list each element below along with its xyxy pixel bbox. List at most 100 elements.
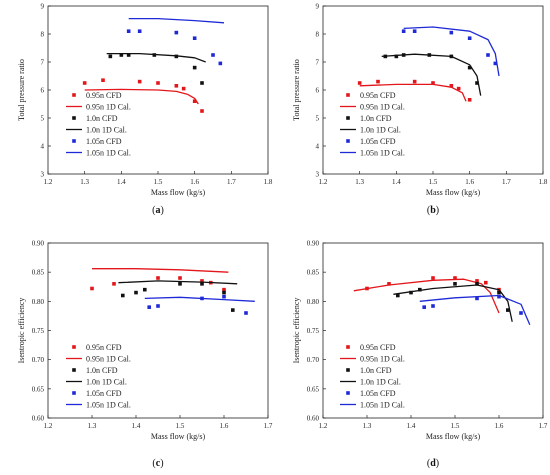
series-line [419, 294, 531, 325]
data-point [431, 81, 435, 85]
y-tick-label: 4 [316, 143, 320, 151]
legend-point-swatch [346, 391, 350, 395]
y-tick-label: 7 [41, 59, 45, 67]
x-tick-label: 1.3 [355, 178, 364, 186]
legend-point-swatch [346, 345, 350, 349]
data-point [412, 79, 417, 84]
legend-point-swatch [346, 116, 350, 120]
data-point [112, 282, 116, 286]
x-axis-label: Mass flow (kg/s) [151, 188, 206, 197]
series-line [128, 17, 225, 24]
legend-entry-label: 0.95n CFD [360, 91, 396, 100]
series-line [359, 83, 467, 102]
x-tick-label: 1.3 [88, 422, 97, 430]
x-tick-label: 1.7 [227, 178, 236, 186]
data-point [137, 79, 142, 84]
data-point [108, 54, 113, 59]
legend-entry-label: 0.95n CFD [86, 343, 122, 352]
data-point [134, 290, 138, 295]
legend-point-swatch [346, 139, 350, 143]
y-axis-label: Total pressure ratio [292, 59, 301, 121]
data-point [137, 29, 142, 33]
data-point [192, 99, 197, 103]
y-tick-label: 0.70 [307, 356, 320, 364]
x-tick-label: 1.6 [465, 178, 474, 186]
legend-entry-label: 1.0n CFD [360, 114, 392, 123]
data-point [484, 280, 488, 285]
x-axis-label: Mass flow (kg/s) [151, 432, 206, 441]
panel-label: (c) [152, 458, 163, 469]
y-tick-label: 0.60 [32, 415, 45, 423]
data-point [475, 279, 479, 283]
data-point [431, 276, 435, 280]
legend-point-swatch [72, 93, 76, 97]
data-point [456, 86, 461, 91]
series-line [353, 278, 500, 314]
x-tick-label: 1.6 [495, 422, 504, 430]
series-line [92, 268, 229, 273]
data-point [493, 61, 498, 66]
data-point [119, 53, 124, 57]
series-line [84, 88, 199, 105]
x-tick-label: 1.6 [220, 422, 229, 430]
legend-entry-label: 1.05n 1D Cal. [360, 148, 405, 157]
data-point [453, 276, 457, 280]
legend-entry-label: 1.0n 1D Cal. [360, 377, 401, 386]
chart-a: 1.2 1.3 1.4 1.5 1.6 1.7 1.8 3 4 5 6 7 8 9 Mass flow (k… [17, 3, 273, 217]
x-tick-label: 1.2 [44, 422, 53, 430]
data-point [192, 36, 197, 40]
y-axis-label: Total pressure ratio [17, 59, 26, 121]
y-tick-label: 6 [316, 87, 320, 95]
y-tick-label: 4 [41, 143, 45, 151]
legend-point-swatch [72, 368, 76, 372]
data-point [422, 305, 426, 309]
data-point [218, 61, 223, 66]
y-tick-label: 0.85 [32, 269, 45, 277]
x-tick-label: 1.8 [539, 178, 548, 186]
data-point [497, 290, 501, 295]
x-tick-label: 1.2 [44, 178, 53, 186]
data-point [497, 294, 501, 299]
legend: 0.95n CFD 0.95n 1D Cal. 1.0n CFD 1.0n 1D Ca… [66, 91, 131, 157]
legend-entry-label: 0.95n CFD [360, 343, 396, 352]
legend-entry-label: 0.95n 1D Cal. [86, 354, 131, 363]
x-tick-label: 1.4 [117, 178, 126, 186]
legend-point-swatch [72, 345, 76, 349]
data-point [396, 293, 400, 298]
y-tick-label: 0.85 [307, 269, 320, 277]
data-point [231, 308, 235, 312]
data-point [449, 84, 454, 88]
x-tick-label: 1.6 [190, 178, 199, 186]
legend-entry-label: 1.0n CFD [360, 366, 392, 375]
data-point [412, 29, 417, 33]
data-point [200, 81, 204, 85]
legend-point-swatch [346, 93, 350, 97]
y-tick-label: 8 [41, 31, 45, 39]
y-tick-label: 0.65 [307, 385, 320, 393]
data-point [418, 287, 422, 292]
data-point [181, 86, 186, 91]
y-tick-label: 8 [316, 31, 320, 39]
data-point [409, 290, 413, 295]
data-point [475, 81, 479, 85]
data-point [178, 282, 182, 286]
y-tick-label: 0.75 [307, 327, 320, 335]
x-tick-label: 1.7 [264, 422, 273, 430]
legend-entry-label: 0.95n 1D Cal. [86, 102, 131, 111]
x-tick-label: 1.5 [176, 422, 185, 430]
data-point [90, 286, 94, 291]
y-tick-label: 0.90 [307, 240, 320, 248]
x-axis-label: Mass flow (kg/s) [426, 188, 481, 197]
data-point [143, 287, 147, 292]
legend-entry-label: 1.05n 1D Cal. [86, 400, 131, 409]
x-tick-label: 1.4 [407, 422, 416, 430]
data-point [174, 30, 179, 35]
y-tick-label: 9 [316, 3, 320, 11]
x-tick-label: 1.5 [154, 178, 163, 186]
legend-point-swatch [72, 391, 76, 395]
data-point [222, 287, 226, 292]
data-point [200, 109, 204, 113]
chart-b: 1.2 1.3 1.4 1.5 1.6 1.7 1.8 3 4 5 6 7 8 9 Mass flow (k… [292, 3, 548, 217]
series-line [403, 26, 500, 77]
x-tick-label: 1.7 [502, 178, 511, 186]
